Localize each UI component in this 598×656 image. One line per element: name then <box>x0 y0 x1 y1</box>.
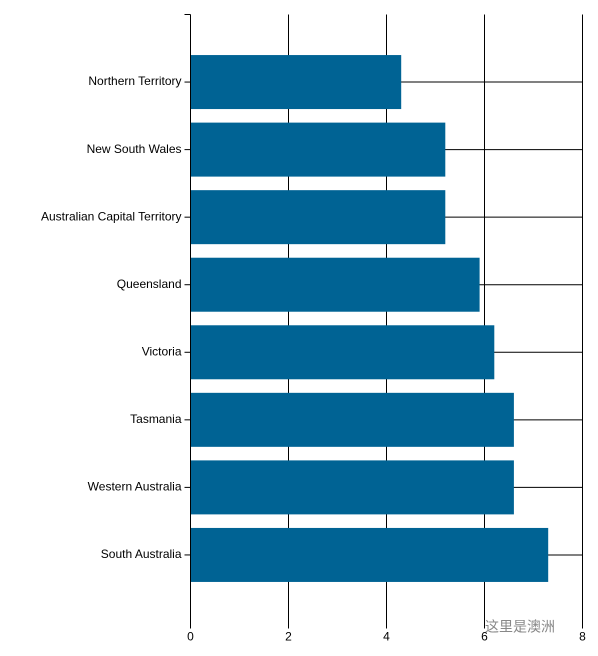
x-tick-label: 4 <box>383 630 390 644</box>
bar <box>190 55 402 110</box>
bar <box>190 257 480 312</box>
bar <box>190 527 549 582</box>
x-tick-label: 6 <box>481 630 488 644</box>
x-tick-label: 8 <box>579 630 586 644</box>
y-tick-label: South Australia <box>101 547 182 561</box>
x-tick-label: 2 <box>285 630 292 644</box>
bar <box>190 325 495 380</box>
y-tick-label: Victoria <box>142 344 182 358</box>
bar <box>190 122 446 177</box>
y-tick-label: Northern Territory <box>88 74 181 88</box>
y-tick-label: New South Wales <box>87 142 182 156</box>
y-tick-label: Queensland <box>117 277 182 291</box>
y-tick-label: Tasmania <box>130 412 182 426</box>
y-tick-label: Western Australia <box>88 480 182 494</box>
bar <box>190 460 514 515</box>
y-tick-label: Australian Capital Territory <box>41 209 182 223</box>
bar <box>190 190 446 245</box>
bar <box>190 392 514 447</box>
watermark: 这里是澳洲 <box>485 619 555 635</box>
x-tick-label: 0 <box>187 630 194 644</box>
